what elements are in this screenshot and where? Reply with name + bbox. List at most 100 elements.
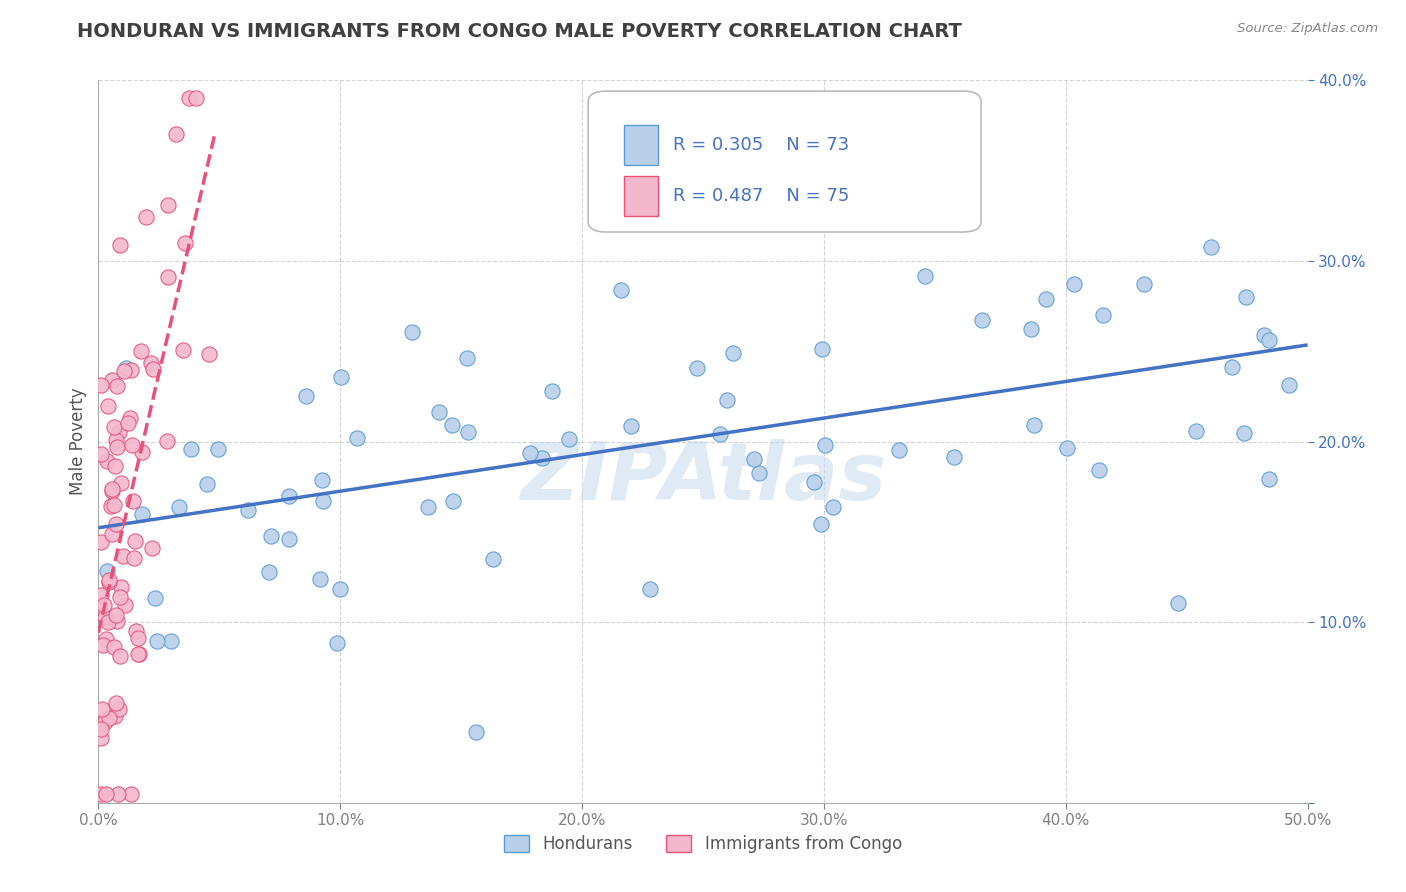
Point — [105, 608, 128, 623]
Point — [972, 313, 994, 327]
Point — [1253, 328, 1275, 343]
Point — [1278, 378, 1301, 392]
Point — [112, 549, 135, 564]
Point — [110, 476, 132, 491]
Point — [481, 551, 503, 566]
Point — [330, 369, 353, 384]
Point — [143, 591, 166, 605]
Point — [121, 438, 143, 452]
Point — [942, 450, 965, 464]
Point — [172, 343, 194, 357]
Point — [531, 451, 554, 466]
Point — [803, 475, 825, 490]
Point — [118, 411, 141, 425]
Point — [236, 503, 259, 517]
Point — [100, 500, 122, 514]
Point — [312, 494, 335, 508]
Point — [156, 434, 179, 449]
Point — [117, 416, 139, 430]
Point — [277, 532, 299, 546]
Point — [541, 384, 564, 398]
Point — [127, 648, 149, 662]
Point — [1133, 277, 1156, 291]
Point — [197, 477, 219, 491]
Point — [441, 494, 464, 508]
Point — [311, 473, 333, 487]
Point — [427, 405, 450, 419]
Point — [709, 426, 731, 441]
Point — [167, 500, 190, 514]
Point — [124, 534, 146, 549]
Point — [114, 599, 136, 613]
Point — [146, 634, 169, 648]
Point — [97, 615, 120, 629]
Point — [401, 325, 423, 339]
Point — [308, 572, 330, 586]
Point — [93, 598, 115, 612]
Point — [90, 588, 112, 602]
Point — [94, 632, 117, 647]
Point — [295, 389, 318, 403]
Point — [198, 347, 221, 361]
Point — [98, 711, 121, 725]
Point — [638, 582, 661, 596]
Point — [346, 431, 368, 445]
Point — [97, 400, 120, 414]
Point — [440, 418, 463, 433]
Point — [131, 508, 153, 522]
Point — [456, 351, 478, 366]
Point — [207, 442, 229, 456]
Point — [887, 442, 910, 457]
Point — [103, 420, 125, 434]
Point — [108, 649, 131, 664]
Point — [104, 709, 127, 723]
Point — [827, 109, 849, 123]
Point — [257, 565, 280, 579]
Point — [810, 517, 832, 532]
Point — [129, 344, 152, 359]
Point — [686, 361, 709, 376]
Point — [277, 489, 299, 503]
Text: R = 0.305    N = 73: R = 0.305 N = 73 — [673, 136, 849, 154]
Point — [90, 787, 112, 801]
Point — [125, 624, 148, 638]
Point — [101, 484, 124, 499]
Point — [1063, 277, 1085, 292]
Point — [101, 526, 124, 541]
Point — [558, 432, 581, 446]
Point — [165, 127, 187, 141]
Point — [108, 238, 131, 252]
Point — [107, 702, 129, 716]
Point — [610, 284, 633, 298]
Point — [127, 631, 149, 645]
Point — [91, 638, 114, 652]
Point — [914, 268, 936, 283]
Point — [105, 614, 128, 628]
Point — [1092, 308, 1115, 322]
Point — [98, 574, 121, 589]
Point — [135, 211, 157, 225]
Point — [1232, 425, 1254, 440]
Point — [457, 425, 479, 439]
Point — [96, 564, 118, 578]
Point — [1167, 596, 1189, 610]
Point — [101, 482, 124, 496]
Point — [142, 361, 165, 376]
Point — [103, 458, 125, 473]
Point — [107, 787, 129, 801]
Point — [120, 363, 142, 377]
Text: Source: ZipAtlas.com: Source: ZipAtlas.com — [1237, 22, 1378, 36]
Point — [814, 438, 837, 452]
FancyBboxPatch shape — [588, 91, 981, 232]
Point — [259, 529, 281, 543]
Point — [103, 640, 125, 654]
Point — [114, 360, 136, 375]
Point — [103, 498, 125, 512]
Point — [1056, 441, 1078, 455]
Point — [1220, 360, 1243, 375]
Point — [1234, 290, 1257, 304]
Point — [98, 573, 121, 587]
Point — [105, 378, 128, 392]
Point — [122, 493, 145, 508]
Point — [721, 345, 744, 359]
